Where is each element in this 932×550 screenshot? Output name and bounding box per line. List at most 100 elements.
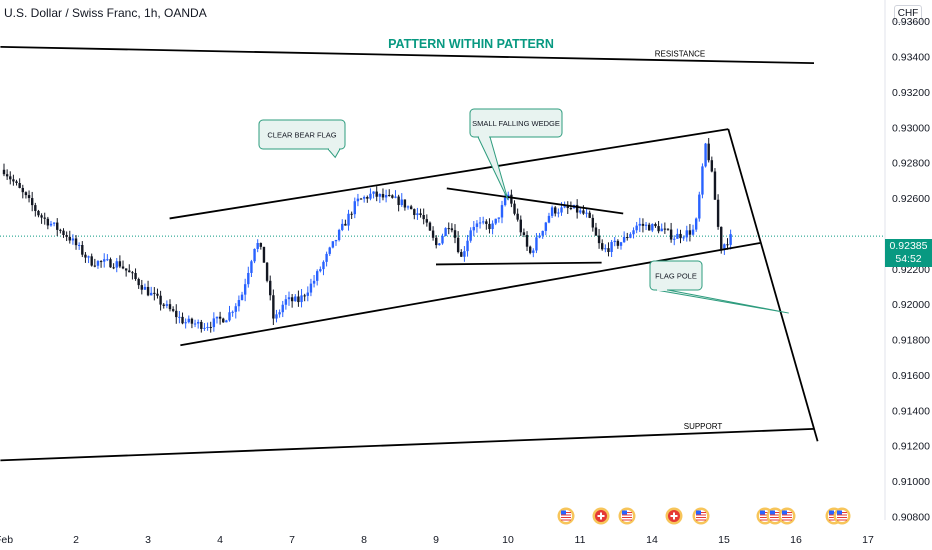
candle-body	[469, 230, 472, 241]
candle-body	[168, 304, 172, 310]
candle-body	[237, 300, 241, 307]
cross-horizontal	[670, 515, 678, 517]
candle-body	[146, 286, 150, 296]
candle-body	[616, 240, 620, 246]
candle-body	[613, 240, 616, 243]
candle-body	[322, 261, 325, 270]
callout-label: FLAG POLE	[655, 272, 697, 281]
candle-body	[49, 223, 53, 226]
candle-body	[312, 280, 316, 284]
callout-box	[469, 108, 563, 138]
candle-body	[297, 296, 300, 303]
y-tick-label: 0.91400	[892, 405, 930, 417]
candle-body	[629, 234, 632, 238]
candle-body	[115, 261, 118, 268]
flag-canton	[622, 510, 627, 515]
candle-body	[416, 213, 419, 216]
candle-body	[193, 323, 197, 325]
candle-body	[303, 295, 306, 297]
candle-body	[250, 261, 253, 273]
candle-body	[503, 197, 507, 206]
y-tick-label: 0.91000	[892, 476, 930, 488]
candle-body	[112, 267, 115, 269]
candle-body	[272, 295, 275, 319]
candle-body	[657, 226, 660, 232]
candle-body	[337, 229, 341, 241]
candle-body	[485, 221, 488, 224]
candle-body	[544, 222, 548, 231]
candle-body	[638, 223, 641, 226]
candle-body	[560, 207, 563, 213]
candle-body	[46, 218, 50, 226]
candle-body	[143, 286, 147, 290]
x-tick-label: 8	[361, 534, 367, 546]
trend-line	[0, 45, 815, 65]
candle-body	[704, 143, 707, 167]
candle-body	[550, 207, 554, 216]
candle-body	[419, 213, 422, 216]
candle-body	[497, 217, 501, 219]
candle-body	[554, 207, 557, 214]
y-tick-label: 0.92000	[892, 299, 930, 311]
candle-body	[694, 218, 698, 230]
candle-body	[622, 237, 626, 243]
candle-body	[435, 237, 438, 246]
candle-body	[701, 166, 704, 195]
candle-body	[541, 230, 544, 236]
candle-body	[378, 193, 382, 197]
candle-body	[528, 246, 532, 253]
candle-body	[569, 208, 573, 210]
candle-body	[460, 252, 463, 257]
candle-body	[200, 321, 203, 329]
candle-body	[344, 223, 347, 226]
candle-body	[81, 245, 84, 255]
candle-body	[441, 235, 444, 244]
candle-body	[635, 225, 638, 231]
candle-body	[663, 228, 667, 230]
candle-body	[106, 259, 109, 261]
candle-body	[52, 222, 56, 224]
flag-canton	[770, 510, 775, 515]
candle-body	[40, 215, 43, 218]
candle-body	[644, 224, 648, 226]
candle-body	[575, 204, 579, 213]
x-tick-label: 15	[718, 534, 730, 546]
candle-body	[178, 316, 181, 318]
candle-body	[607, 248, 610, 253]
candle-body	[71, 238, 75, 241]
candle-body	[710, 160, 714, 172]
candle-body	[619, 242, 623, 246]
trend-line	[727, 128, 819, 442]
candle-body	[212, 318, 216, 328]
flag-canton	[782, 510, 787, 515]
candle-body	[535, 237, 538, 251]
us-flag-event-icon	[557, 507, 575, 525]
candle-body	[56, 222, 59, 230]
candle-body	[372, 191, 375, 194]
bar-countdown: 54:52	[895, 253, 922, 265]
candle-body	[265, 262, 269, 281]
candle-body	[691, 229, 695, 235]
flag-canton	[760, 510, 765, 515]
candle-body	[516, 213, 519, 220]
candle-body	[413, 209, 416, 216]
candle-body	[184, 322, 187, 324]
candle-body	[428, 222, 432, 231]
candle-body	[30, 198, 34, 206]
candle-body	[243, 284, 247, 295]
x-tick-label: 10	[502, 534, 514, 546]
candle-body	[187, 318, 190, 323]
trend-line	[169, 128, 729, 220]
candle-body	[538, 235, 541, 238]
level-label: SUPPORT	[684, 422, 723, 431]
candle-body	[222, 318, 225, 323]
candle-body	[165, 304, 169, 306]
candle-body	[716, 199, 720, 227]
currency-button[interactable]: CHF	[894, 5, 922, 23]
cross-horizontal	[597, 515, 605, 517]
candle-body	[65, 235, 68, 237]
candle-body	[9, 176, 12, 180]
candle-body	[175, 310, 178, 318]
candle-body	[27, 195, 31, 199]
